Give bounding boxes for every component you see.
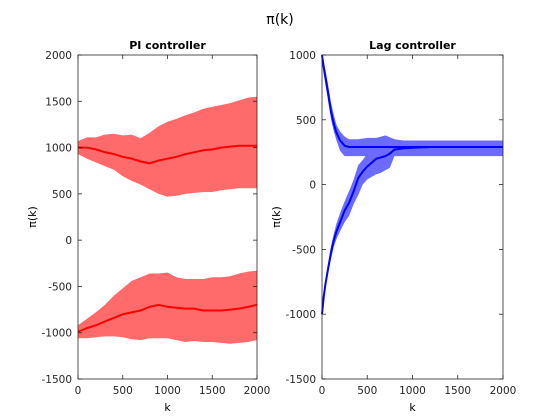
pi-controller-ytick-label: 1500 — [45, 96, 72, 108]
lag-controller-ytick-label: -500 — [292, 244, 316, 256]
pi-controller-xtick-label: 0 — [75, 385, 82, 397]
lag-controller-ylabel: π(k) — [270, 206, 283, 228]
pi-controller-mean-line-2 — [77, 303, 258, 333]
pi-controller-ytick-label: 2000 — [45, 50, 72, 62]
pi-controller-ytick-label: 0 — [65, 235, 72, 247]
lag-controller-ytick-label: -1500 — [285, 374, 316, 386]
lag-controller-xlabel: k — [409, 401, 416, 414]
lag-controller-xtick-label: 1000 — [399, 385, 426, 397]
lag-controller-xtick-label: 2000 — [490, 385, 517, 397]
pi-controller-xtick-label: 1000 — [154, 385, 181, 397]
pi-controller-ytick-label: 1000 — [45, 143, 72, 155]
pi-controller-ytick-label: -500 — [48, 281, 72, 293]
pi-controller-xtick-label: 2000 — [244, 385, 271, 397]
lag-controller-ytick-label: -1000 — [285, 309, 316, 321]
pi-controller-ytick-label: 500 — [52, 189, 72, 201]
lag-controller-plot-area — [322, 55, 503, 379]
pi-controller-band-1 — [78, 96, 257, 197]
pi-controller-ytick-label: -1000 — [41, 328, 72, 340]
figure-title: π(k) — [266, 12, 293, 28]
lag-controller-ytick-label: 0 — [309, 180, 316, 192]
pi-controller-xtick-label: 1500 — [199, 385, 226, 397]
lag-controller-xtick-label: 0 — [319, 385, 326, 397]
lag-controller-xtick-label: 500 — [357, 385, 377, 397]
lag-controller-axes: 0 500 1000 1500 2000 -1500 -1000 -500 0 500 1000 La… — [270, 39, 516, 414]
pi-controller-ytick-label: -1500 — [41, 374, 72, 386]
pi-controller-axes: 0 500 1000 1500 2000 -1500 -1000 -500 0 500 1000 15… — [26, 39, 270, 414]
lag-controller-title: Lag controller — [369, 39, 456, 52]
lag-controller-ytick-label: 500 — [296, 115, 316, 127]
pi-controller-xtick-label: 500 — [113, 385, 133, 397]
lag-controller-mean-line-2 — [321, 146, 503, 315]
pi-controller-mean-line-1 — [78, 144, 257, 165]
pi-controller-title: PI controller — [129, 39, 206, 52]
pi-controller-ylabel: π(k) — [26, 206, 39, 228]
pi-controller-xlabel: k — [164, 401, 171, 414]
lag-controller-ytick-label: 1000 — [289, 50, 316, 62]
lag-controller-xtick-label: 1500 — [444, 385, 471, 397]
